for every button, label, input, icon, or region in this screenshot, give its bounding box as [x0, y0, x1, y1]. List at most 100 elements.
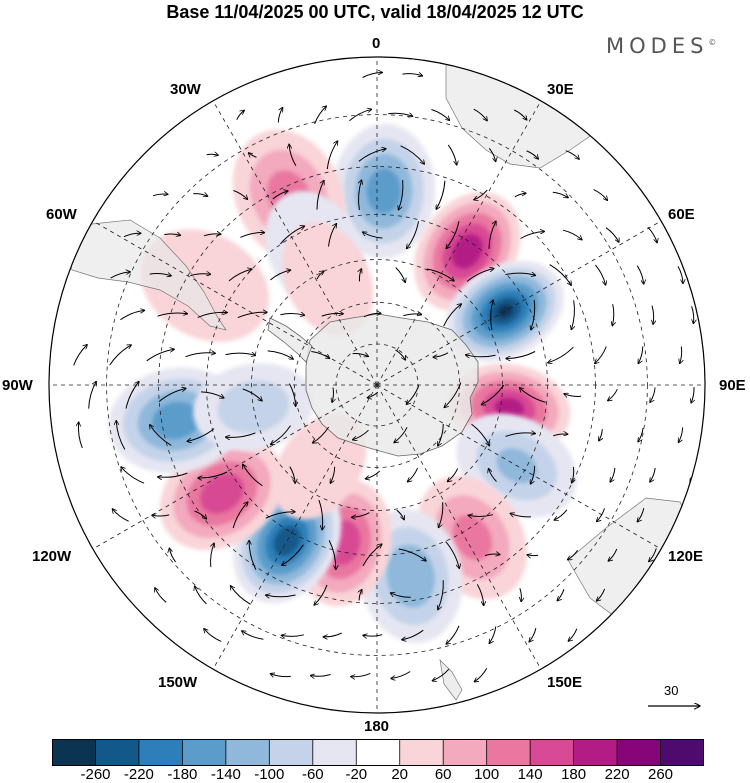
wind-arrow-167	[557, 589, 565, 601]
wind-arrow-31	[198, 471, 228, 478]
wind-arrow-73	[312, 426, 330, 443]
wind-arrow-44	[226, 432, 256, 438]
wind-arrow-103	[395, 349, 406, 360]
wind-arrow-194	[678, 427, 684, 443]
wind-arrow-21	[169, 548, 176, 563]
graticule	[49, 57, 705, 713]
wind-arrow-18	[150, 425, 172, 446]
wind-arrow-87	[352, 354, 369, 357]
wind-arrow-35	[204, 629, 222, 642]
wind-arrow-42	[225, 353, 256, 355]
wind-arrow-184	[638, 346, 644, 363]
wind-arrow-60	[265, 512, 295, 519]
wind-arrow-106	[407, 467, 419, 482]
wind-arrow-133	[466, 355, 496, 357]
wind-arrow-127	[473, 108, 487, 121]
wind-arrow-55	[280, 314, 304, 316]
wind-arrow-57	[288, 383, 295, 407]
wind-arrow-188	[637, 507, 645, 522]
wind-arrow-92	[362, 544, 382, 567]
wind-arrow-29	[200, 391, 224, 398]
wind-arrow-177	[610, 467, 616, 482]
colorbar-swatch-2	[95, 739, 140, 766]
colorbar-tick-label: 220	[604, 766, 630, 783]
wind-arrow-94	[363, 635, 383, 636]
brand-logo: MODES©	[606, 34, 716, 58]
wind-arrow-146	[505, 273, 536, 275]
lon-label-30w: 30W	[170, 81, 201, 98]
wind-arrow-68	[328, 224, 337, 247]
wind-arrow-147	[531, 300, 536, 330]
wind-vector-layer	[73, 73, 695, 682]
colorbar-swatch-3	[138, 739, 183, 766]
wind-arrow-26	[190, 274, 210, 276]
wind-arrow-79	[310, 675, 331, 677]
colorbar-tick-label: 260	[647, 766, 674, 783]
lon-label-120w: 120W	[32, 548, 72, 565]
wind-arrow-173	[612, 304, 614, 326]
wind-arrow-15	[157, 313, 188, 317]
colorbar-tick-label: -20	[345, 766, 368, 783]
wind-arrow-2	[88, 381, 97, 409]
wind-arrow-110	[402, 629, 424, 640]
wind-arrow-189	[649, 548, 657, 561]
wind-arrow-45	[243, 464, 263, 487]
colorbar-swatch-13	[573, 739, 618, 766]
map-boundary	[48, 56, 706, 714]
wind-arrow-46	[232, 502, 248, 529]
wind-arrow-96	[402, 74, 423, 76]
wind-arrow-72	[332, 387, 333, 403]
wind-arrow-98	[400, 145, 425, 164]
wind-arrow-117	[443, 304, 462, 327]
wind-arrow-162	[564, 394, 582, 397]
wind-arrow-74	[330, 466, 336, 484]
wind-arrow-144	[514, 193, 526, 198]
wind-arrow-4	[123, 233, 141, 238]
wind-arrow-130	[488, 221, 496, 249]
wind-arrow-97	[388, 113, 413, 116]
wind-arrow-76	[328, 540, 336, 569]
wind-arrow-161	[548, 346, 574, 363]
wind-arrow-180	[596, 588, 606, 601]
wind-arrow-16	[146, 349, 175, 362]
brand-mark: ©	[708, 38, 717, 47]
colorbar-tick-label: 140	[517, 766, 543, 783]
wind-arrow-9	[116, 421, 126, 450]
wind-arrow-1	[73, 345, 88, 366]
wind-arrow-120	[438, 423, 444, 446]
wind-arrow-10	[121, 467, 145, 484]
colorbar-tick-label: 20	[391, 766, 409, 783]
wind-arrow-148	[506, 351, 536, 359]
wind-arrow-185	[650, 387, 656, 403]
lon-label-90w: 90W	[2, 377, 33, 394]
wind-arrow-100	[407, 221, 419, 248]
wind-arrow-32	[194, 510, 207, 519]
anomaly-center-16	[281, 222, 374, 337]
lon-label-60e: 60E	[668, 206, 695, 223]
colorbar-tick-label: -140	[210, 766, 241, 783]
wind-arrow-178	[597, 508, 605, 521]
wind-arrow-164	[572, 466, 574, 483]
colorbar-swatch-11	[486, 739, 531, 766]
new-zealand	[439, 658, 463, 701]
wind-arrow-123	[445, 541, 460, 569]
wind-arrow-28	[185, 353, 216, 358]
wind-arrow-119	[444, 382, 462, 408]
colorbar-tick-label: -60	[301, 766, 324, 783]
wind-arrow-62	[266, 595, 296, 597]
wind-arrow-111	[391, 671, 411, 679]
map-title: Base 11/04/2025 00 UTC, valid 18/04/2025…	[166, 2, 584, 22]
wind-arrow-158	[562, 229, 582, 240]
colorbar	[52, 739, 704, 766]
wind-arrow-145	[520, 232, 545, 239]
lon-label-180: 180	[364, 718, 390, 735]
wind-arrow-176	[599, 429, 603, 441]
wind-arrow-50	[277, 108, 282, 123]
wind-arrow-39	[240, 233, 264, 238]
wind-arrow-137	[468, 515, 494, 517]
wind-arrow-172	[595, 264, 605, 285]
wind-arrow-20	[152, 515, 170, 516]
wind-arrow-182	[636, 265, 643, 284]
wind-arrow-101	[395, 267, 406, 283]
wind-arrow-154	[520, 588, 522, 601]
